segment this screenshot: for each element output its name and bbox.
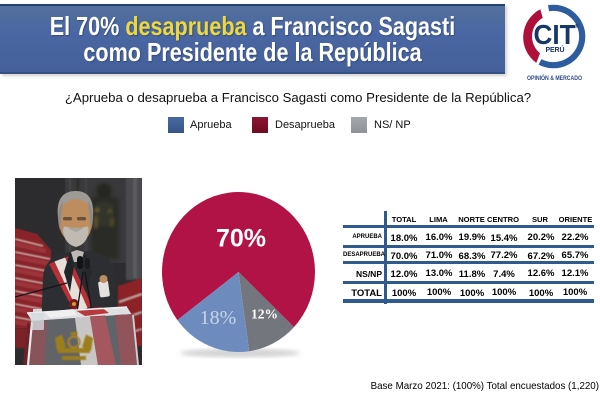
svg-text:70%: 70% bbox=[216, 225, 266, 253]
svg-text:CIT: CIT bbox=[534, 19, 576, 50]
svg-text:12%: 12% bbox=[251, 307, 278, 322]
svg-text:OPINIÓN & MERCADO: OPINIÓN & MERCADO bbox=[527, 73, 582, 82]
svg-text:PERÚ: PERÚ bbox=[546, 45, 565, 54]
svg-text:®: ® bbox=[575, 23, 580, 30]
svg-text:18%: 18% bbox=[200, 307, 237, 329]
